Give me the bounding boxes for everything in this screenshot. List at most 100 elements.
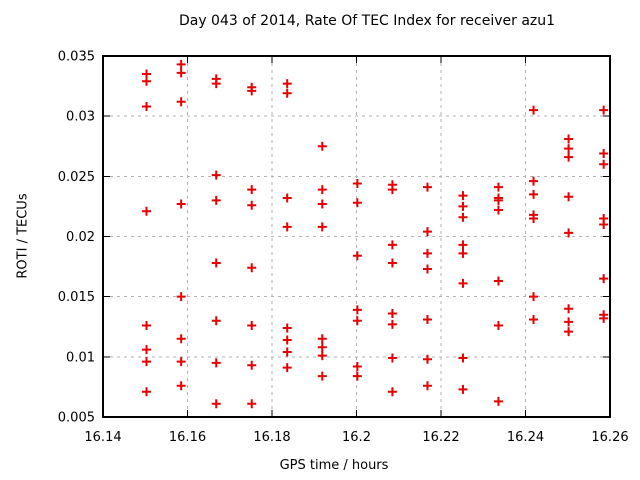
data-point (458, 248, 468, 258)
y-tick-label: 0.03 (66, 110, 95, 125)
data-point (142, 206, 152, 216)
data-point (352, 316, 362, 326)
data-point (282, 347, 292, 357)
data-point (282, 363, 292, 373)
data-point (176, 292, 186, 302)
data-point (599, 105, 609, 115)
data-point (529, 189, 539, 199)
data-point (458, 191, 468, 201)
data-point (176, 334, 186, 344)
data-point (387, 258, 397, 268)
data-point (282, 335, 292, 345)
data-point (317, 185, 327, 195)
data-point (493, 195, 503, 205)
x-tick-label: 16.24 (507, 430, 544, 445)
x-axis-label: GPS time / hours (279, 458, 389, 473)
data-point (493, 396, 503, 406)
data-point (599, 159, 609, 169)
data-point (352, 179, 362, 189)
data-point (458, 201, 468, 211)
data-point (564, 144, 574, 154)
data-point (317, 371, 327, 381)
data-point (176, 97, 186, 107)
data-point (422, 315, 432, 325)
plot-border (102, 55, 611, 418)
data-point (422, 381, 432, 391)
data-point (247, 200, 257, 210)
data-point (142, 345, 152, 355)
data-point (176, 199, 186, 209)
data-point (529, 292, 539, 302)
data-point (176, 68, 186, 78)
data-point (422, 248, 432, 258)
data-point (176, 357, 186, 367)
data-point (493, 182, 503, 192)
data-point (282, 222, 292, 232)
data-point (176, 381, 186, 391)
data-point (211, 316, 221, 326)
data-point (422, 182, 432, 192)
x-tick-label: 16.14 (84, 430, 121, 445)
data-point (564, 228, 574, 238)
y-tick-label: 0.005 (58, 411, 95, 426)
data-point (282, 88, 292, 98)
data-point (422, 227, 432, 237)
data-point (247, 185, 257, 195)
data-point (176, 59, 186, 69)
data-point (564, 327, 574, 337)
data-point (529, 213, 539, 223)
data-point (352, 198, 362, 208)
data-point (352, 371, 362, 381)
y-tick-label: 0.025 (58, 170, 95, 185)
data-point (387, 240, 397, 250)
x-tick-label: 16.22 (422, 430, 459, 445)
data-point (458, 278, 468, 288)
data-point (211, 170, 221, 180)
data-point (247, 321, 257, 331)
data-point (142, 387, 152, 397)
data-point (387, 309, 397, 319)
data-point (317, 141, 327, 151)
data-point (458, 384, 468, 394)
y-tick-label: 0.035 (58, 50, 95, 65)
data-point (564, 317, 574, 327)
data-point (317, 334, 327, 344)
data-point (458, 212, 468, 222)
data-point (387, 353, 397, 363)
data-point (493, 205, 503, 215)
data-point (142, 102, 152, 112)
data-point (422, 264, 432, 274)
data-point (317, 199, 327, 209)
data-point (422, 354, 432, 364)
data-point (142, 321, 152, 331)
data-point (493, 321, 503, 331)
chart-title: Day 043 of 2014, Rate Of TEC Index for r… (178, 13, 556, 29)
x-tick-label: 16.16 (169, 430, 206, 445)
data-point (564, 152, 574, 162)
data-point (387, 185, 397, 195)
data-point (247, 263, 257, 273)
data-point (211, 358, 221, 368)
data-point (211, 399, 221, 409)
data-point (599, 313, 609, 323)
data-point (282, 193, 292, 203)
data-point (599, 148, 609, 158)
data-point (458, 353, 468, 363)
data-point (247, 86, 257, 96)
data-point (352, 361, 362, 371)
data-point (352, 305, 362, 315)
x-tick-label: 16.26 (591, 430, 628, 445)
data-point (282, 79, 292, 89)
data-point (599, 219, 609, 229)
data-point (458, 240, 468, 250)
data-point (247, 360, 257, 370)
data-point (317, 351, 327, 361)
data-point (317, 222, 327, 232)
data-point (142, 357, 152, 367)
y-tick-label: 0.02 (66, 230, 95, 245)
data-point (211, 258, 221, 268)
x-tick-label: 16.2 (342, 430, 371, 445)
data-point (387, 387, 397, 397)
